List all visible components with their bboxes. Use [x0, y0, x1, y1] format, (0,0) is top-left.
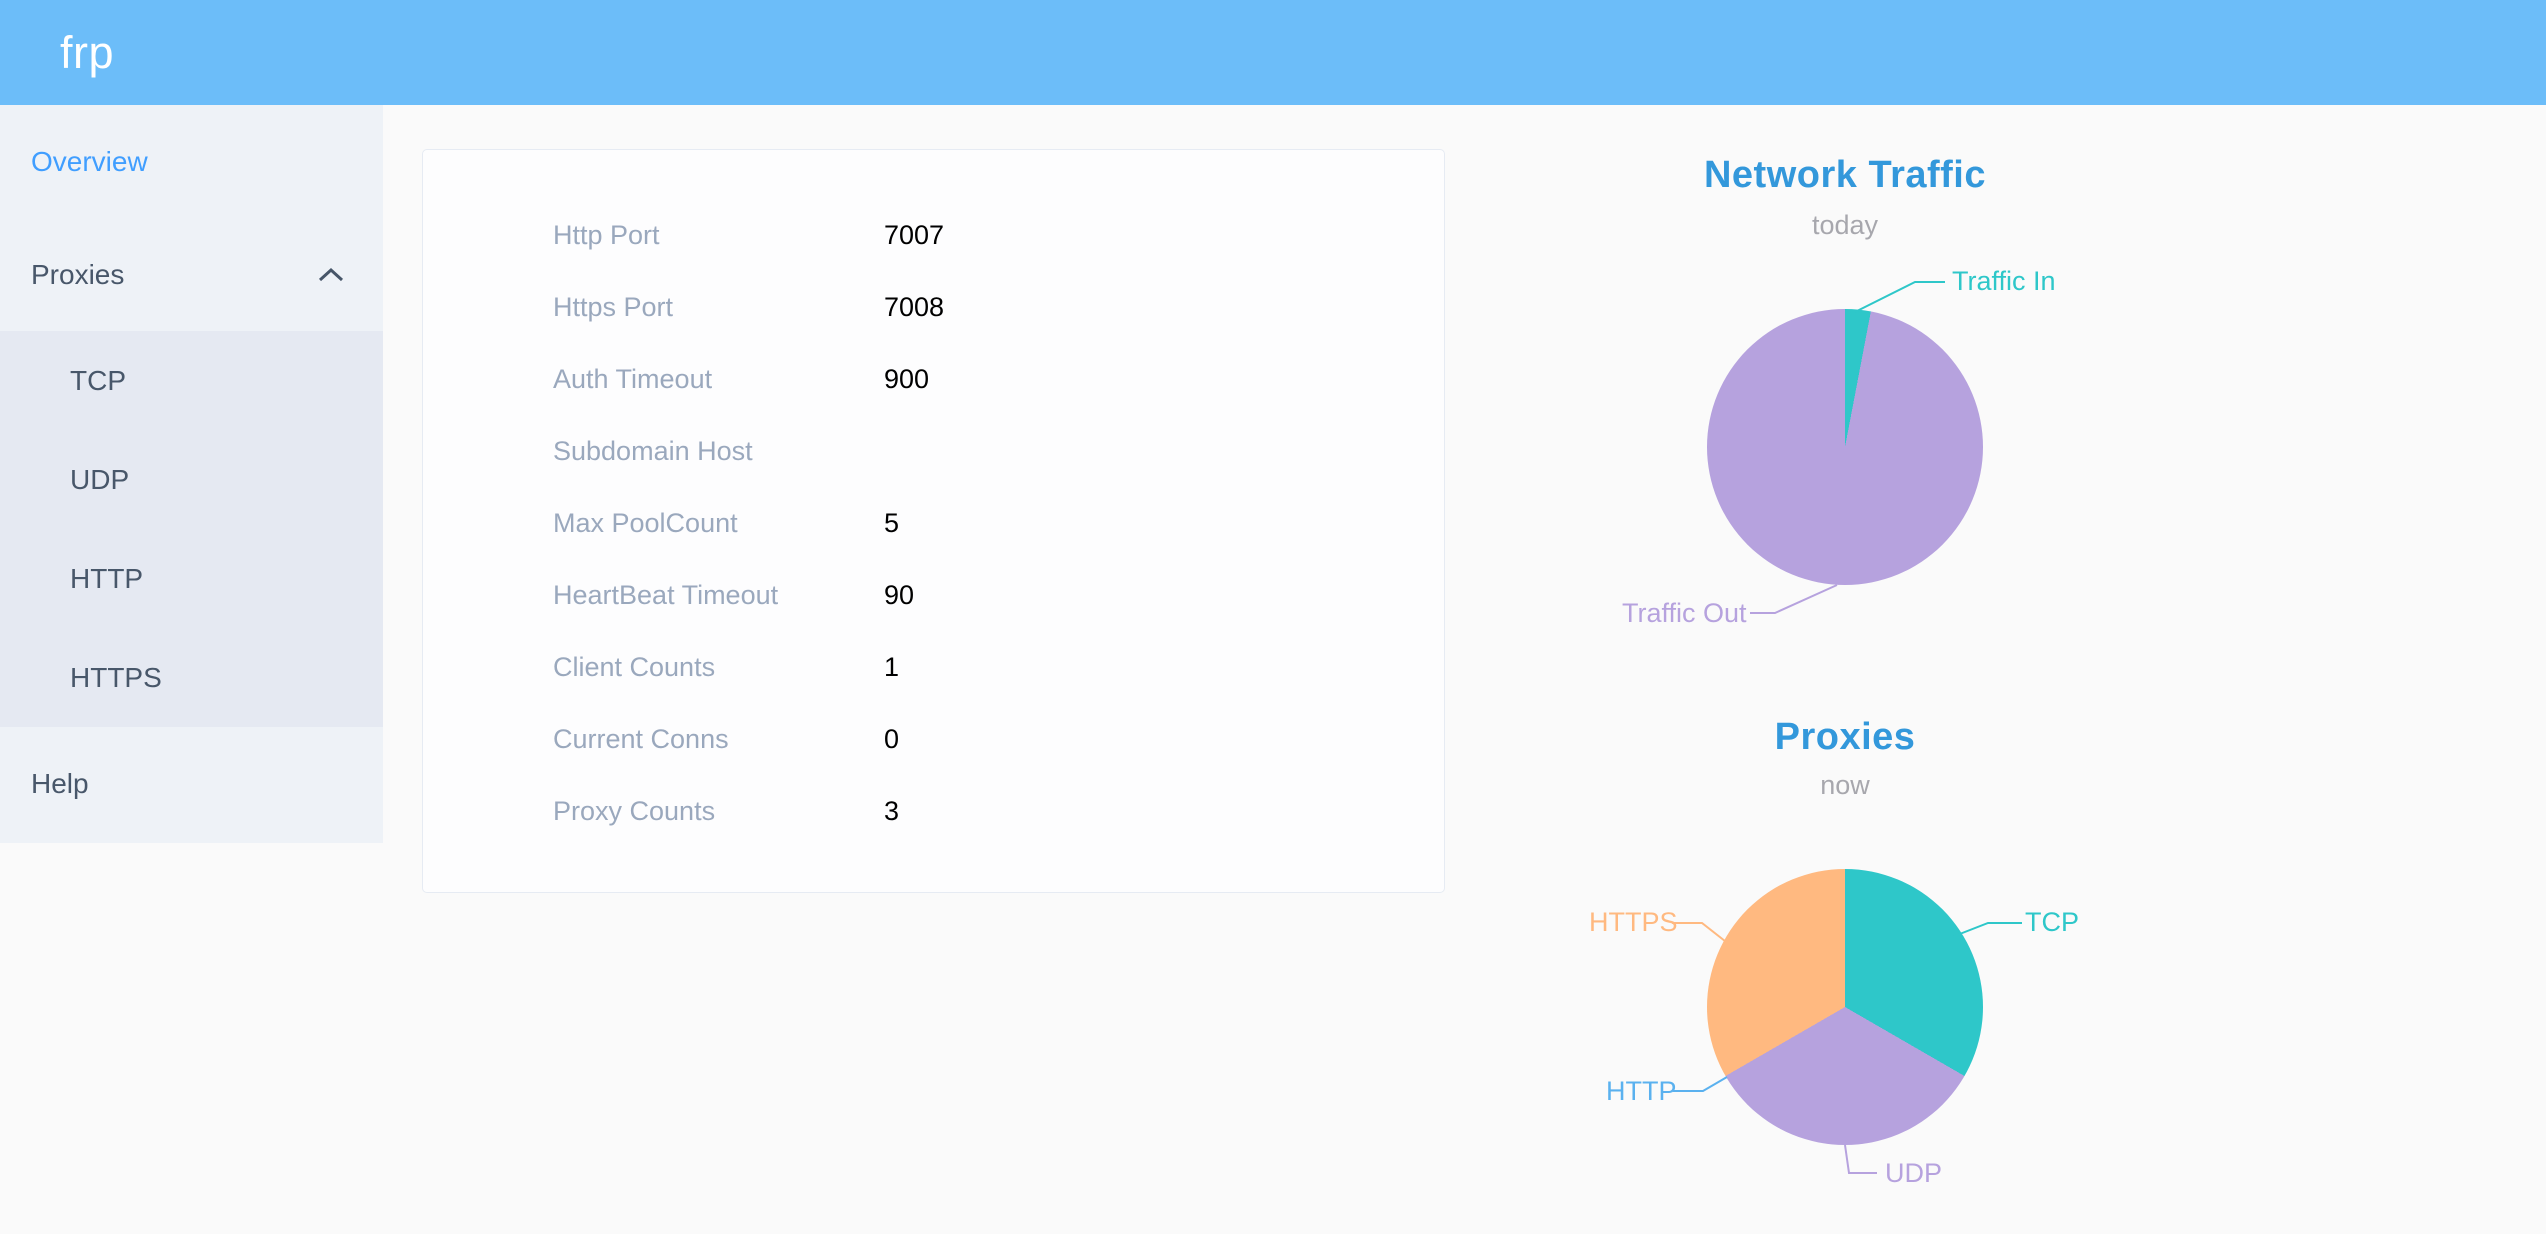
config-row: Max PoolCount 5 — [423, 487, 1444, 559]
pie-label-tcp: TCP — [2025, 907, 2079, 937]
config-label: Max PoolCount — [553, 507, 738, 538]
chevron-up-icon — [318, 267, 344, 281]
overview-card: Http Port 7007 Https Port 7008 Auth Time… — [422, 149, 1445, 893]
config-label: Current Conns — [553, 723, 729, 754]
sidebar-item-tcp[interactable]: TCP — [0, 331, 383, 430]
app-logo: frp — [60, 26, 115, 78]
sidebar-item-http-label: HTTP — [70, 562, 144, 594]
sidebar-item-udp[interactable]: UDP — [0, 430, 383, 529]
config-value: 7007 — [884, 219, 945, 250]
pie-label-http: HTTP — [1606, 1076, 1677, 1106]
sidebar-item-overview-label: Overview — [31, 145, 148, 177]
pie-label-udp: UDP — [1885, 1158, 1943, 1188]
config-row: Https Port 7008 — [423, 271, 1444, 343]
config-row: Auth Timeout 900 — [423, 343, 1444, 415]
config-value: 900 — [884, 363, 930, 394]
config-value: 1 — [884, 651, 900, 682]
network-traffic-subtitle: today — [1811, 210, 1879, 240]
config-value: 90 — [884, 579, 915, 610]
config-row: HeartBeat Timeout 90 — [423, 559, 1444, 631]
http-leader-line — [1673, 1076, 1728, 1092]
sidebar-submenu: TCP UDP HTTP HTTPS — [0, 331, 383, 727]
config-label: Http Port — [553, 219, 660, 250]
proxies-chart: Proxies now TCP UDP HTTP HTTPS — [1545, 700, 2145, 1234]
sidebar-item-udp-label: UDP — [70, 463, 130, 495]
pie-label-https: HTTPS — [1589, 907, 1678, 937]
proxies-title: Proxies — [1774, 716, 1916, 758]
config-label: Client Counts — [553, 651, 716, 682]
config-label: HeartBeat Timeout — [553, 579, 779, 610]
sidebar-item-http[interactable]: HTTP — [0, 529, 383, 628]
config-value: 7008 — [884, 291, 945, 322]
config-value: 3 — [884, 795, 900, 826]
config-row: Subdomain Host — [423, 415, 1444, 487]
sidebar-item-tcp-label: TCP — [70, 364, 126, 396]
network-traffic-title: Network Traffic — [1703, 154, 1987, 196]
traffic-in-leader-line — [1854, 281, 1945, 313]
config-label: Subdomain Host — [553, 435, 753, 466]
sidebar-item-overview[interactable]: Overview — [0, 105, 383, 218]
config-row: Proxy Counts 3 — [423, 775, 1444, 847]
config-label: Auth Timeout — [553, 363, 713, 394]
proxies-subtitle: now — [1820, 770, 1870, 800]
config-row: Client Counts 1 — [423, 631, 1444, 703]
app-header: frp — [0, 0, 2546, 105]
sidebar-item-https[interactable]: HTTPS — [0, 628, 383, 727]
config-row: Http Port 7007 — [423, 199, 1444, 271]
config-label: Https Port — [553, 291, 674, 322]
sidebar-item-proxies-label: Proxies — [31, 258, 125, 290]
config-row: Current Conns 0 — [423, 703, 1444, 775]
proxies-pie[interactable] — [1707, 869, 1983, 1145]
sidebar-item-help-label: Help — [31, 767, 89, 799]
sidebar: Overview Proxies TCP UDP HTTP HTTPS Help — [0, 105, 383, 843]
config-label: Proxy Counts — [553, 795, 716, 826]
sidebar-item-https-label: HTTPS — [70, 661, 162, 693]
traffic-out-leader-line — [1750, 584, 1838, 614]
network-traffic-pie[interactable] — [1707, 309, 1983, 585]
pie-label-traffic-in: Traffic In — [1952, 266, 2056, 296]
network-traffic-chart: Network Traffic today Traffic In Traffic… — [1545, 140, 2145, 680]
udp-leader-line — [1844, 1144, 1877, 1174]
sidebar-item-proxies[interactable]: Proxies — [0, 218, 383, 331]
https-leader-line — [1672, 922, 1731, 946]
config-value: 0 — [884, 723, 900, 754]
config-value: 5 — [884, 507, 900, 538]
sidebar-item-help[interactable]: Help — [0, 727, 383, 840]
pie-label-traffic-out: Traffic Out — [1622, 598, 1747, 628]
